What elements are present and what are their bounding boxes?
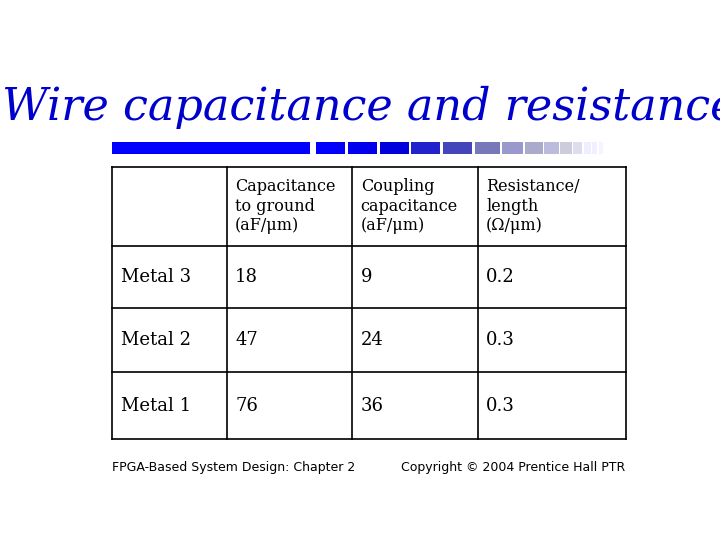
Bar — [348, 141, 377, 154]
Bar — [411, 141, 441, 154]
Bar — [573, 141, 582, 154]
Bar — [316, 141, 345, 154]
Text: Coupling
capacitance
(aF/μm): Coupling capacitance (aF/μm) — [361, 178, 458, 234]
Text: 18: 18 — [235, 268, 258, 286]
Text: Wire capacitance and resistance: Wire capacitance and resistance — [1, 85, 720, 129]
Text: Copyright © 2004 Prentice Hall PTR: Copyright © 2004 Prentice Hall PTR — [402, 461, 626, 474]
Text: 36: 36 — [361, 397, 384, 415]
Text: 24: 24 — [361, 331, 383, 349]
Text: 0.3: 0.3 — [486, 331, 515, 349]
Text: 0.2: 0.2 — [486, 268, 515, 286]
Bar — [502, 141, 523, 154]
Text: 9: 9 — [361, 268, 372, 286]
Text: Metal 2: Metal 2 — [121, 331, 191, 349]
Text: Capacitance
to ground
(aF/μm): Capacitance to ground (aF/μm) — [235, 178, 336, 234]
Bar — [475, 141, 500, 154]
Text: Resistance/
length
(Ω/μm): Resistance/ length (Ω/μm) — [486, 178, 580, 234]
Text: 0.3: 0.3 — [486, 397, 515, 415]
Text: Metal 3: Metal 3 — [121, 268, 191, 286]
Bar — [112, 141, 310, 154]
Text: 76: 76 — [235, 397, 258, 415]
Text: Metal 1: Metal 1 — [121, 397, 191, 415]
Bar — [560, 141, 572, 154]
Bar — [544, 141, 559, 154]
Bar — [599, 141, 603, 154]
Bar — [525, 141, 543, 154]
Bar — [379, 141, 409, 154]
Text: FPGA-Based System Design: Chapter 2: FPGA-Based System Design: Chapter 2 — [112, 461, 356, 474]
Bar — [584, 141, 590, 154]
Bar — [593, 141, 597, 154]
Text: 47: 47 — [235, 331, 258, 349]
Bar — [444, 141, 472, 154]
